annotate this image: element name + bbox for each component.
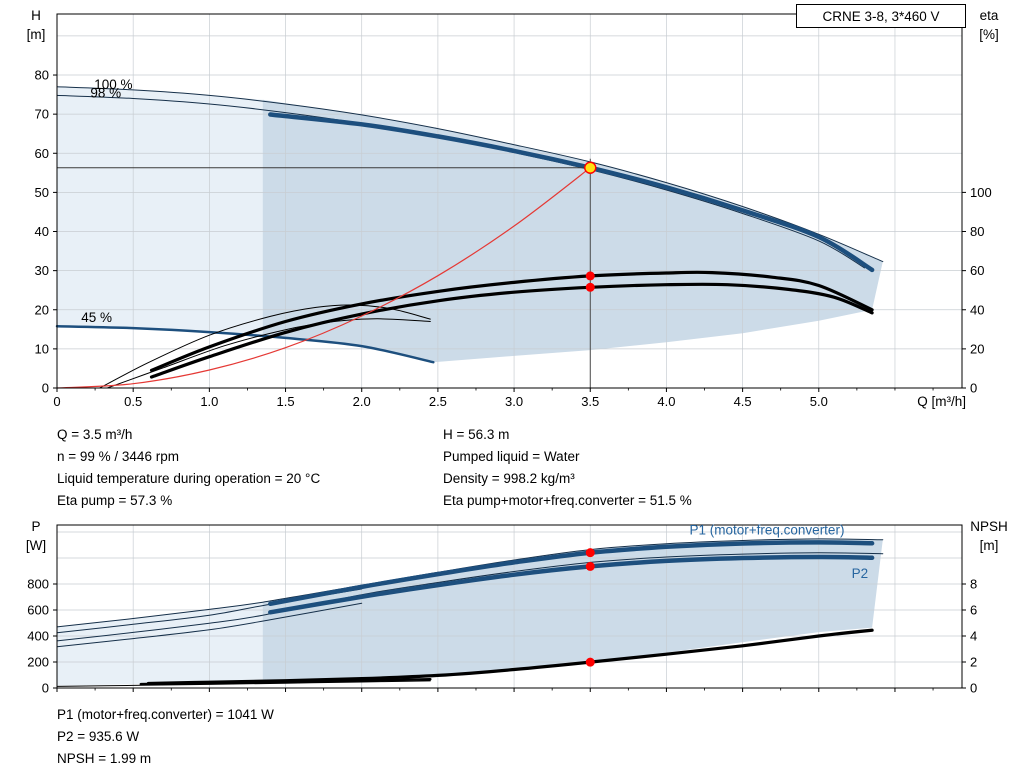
y-axis-title-right: [m] — [980, 538, 999, 553]
hq-chart: 0 0.5 1.0 1.5 2.0 2.5 3.0 3.5 4.0 4.5 5.0 0 10 20 30 40… — [27, 8, 999, 409]
y-axis-title-left: H — [31, 8, 41, 23]
power-npsh-chart: 0 200 400 600 800 0 2 4 6 8 P [W] NPSH [m] P1 (motor+f… — [26, 519, 1008, 696]
power-data-block: P1 (motor+freq.converter) = 1041 W P2 = … — [57, 704, 274, 770]
tick-label-x: 3.5 — [581, 394, 599, 409]
pump-model-box: CRNE 3-8, 3*460 V — [796, 4, 966, 28]
tick-label-y-left: 80 — [35, 68, 49, 83]
tick-label-x: 1.0 — [200, 394, 218, 409]
tick-label-y-right: 80 — [970, 224, 984, 239]
tick-label-x: 1.5 — [276, 394, 294, 409]
label-speed-45: 45 % — [81, 310, 112, 325]
tick-label-y-left: 30 — [35, 263, 49, 278]
tick-label-x: 0.5 — [124, 394, 142, 409]
info-flow: Q = 3.5 m³/h — [57, 427, 133, 442]
tick-label-y-left: 800 — [27, 577, 49, 592]
info-pumped-liquid: Pumped liquid = Water — [443, 449, 580, 464]
tick-label-y-right: 20 — [970, 341, 984, 356]
eta-pump-curve — [149, 270, 874, 372]
tick-label-y-left: 20 — [35, 302, 49, 317]
label-speed-100: 100 % — [94, 77, 132, 92]
y-axis-title-left: [m] — [27, 27, 46, 42]
tick-label-x: 0 — [53, 394, 60, 409]
tick-label-x: 5.0 — [810, 394, 828, 409]
tick-label-x: 2.5 — [429, 394, 447, 409]
tick-label-y-right: 100 — [970, 185, 992, 200]
tick-label-x: 4.0 — [657, 394, 675, 409]
pump-curve-100pct — [56, 86, 884, 263]
tick-label-x: 2.0 — [353, 394, 371, 409]
x-axis-title: Q [m³/h] — [917, 394, 966, 409]
eta-total-curve — [149, 282, 874, 379]
label-speed-98: 98 % — [90, 86, 121, 101]
tick-label-y-right: 40 — [970, 302, 984, 317]
power-envelope-left — [57, 602, 263, 686]
tick-label-y-left: 200 — [27, 655, 49, 670]
tick-label-x: 3.0 — [505, 394, 523, 409]
hq-plot-border — [56, 13, 963, 389]
tick-label-y-left: 40 — [35, 224, 49, 239]
tick-label-y-right: 6 — [970, 603, 977, 618]
info-p1: P1 (motor+freq.converter) = 1041 W — [57, 707, 274, 722]
pump-model-label: CRNE 3-8, 3*460 V — [822, 8, 940, 24]
tick-label-y-left: 10 — [35, 341, 49, 356]
p1-point — [585, 548, 595, 558]
info-eta-pump: Eta pump = 57.3 % — [57, 493, 173, 508]
info-npsh: NPSH = 1.99 m — [57, 751, 152, 766]
npsh-point — [585, 657, 595, 667]
tick-label-y-left: 0 — [42, 681, 49, 696]
tick-label-y-left: 50 — [35, 185, 49, 200]
tick-label-y-right: 0 — [970, 681, 977, 696]
info-speed: n = 99 % / 3446 rpm — [57, 449, 179, 464]
tick-label-y-left: 600 — [27, 603, 49, 618]
info-head: H = 56.3 m — [443, 427, 510, 442]
tick-label-y-left: 0 — [42, 381, 49, 396]
info-density: Density = 998.2 kg/m³ — [443, 471, 575, 486]
label-p1: P1 (motor+freq.converter) — [690, 523, 845, 538]
label-p2: P2 — [852, 566, 869, 581]
npsh-curve — [146, 628, 874, 686]
operating-data-right: H = 56.3 m Pumped liquid = Water Density… — [443, 424, 692, 512]
tick-label-y-left: 70 — [35, 107, 49, 122]
operating-envelope-left — [57, 86, 263, 337]
y-axis-title-left: [W] — [26, 538, 46, 553]
p2-curve-100pct — [56, 552, 884, 642]
tick-label-y-right: 2 — [970, 655, 977, 670]
eta-pump-point — [585, 271, 595, 281]
tick-label-y-right: 8 — [970, 577, 977, 592]
operating-point — [584, 161, 597, 174]
info-liquid-temperature: Liquid temperature during operation = 20… — [57, 471, 321, 486]
info-p2: P2 = 935.6 W — [57, 729, 140, 744]
eta-curve-reduced-speed-b — [106, 318, 431, 389]
tick-label-y-right: 60 — [970, 263, 984, 278]
operating-envelope-main — [262, 99, 883, 363]
y-axis-title-right: NPSH — [970, 519, 1008, 534]
eta-total-point — [585, 282, 595, 292]
y-axis-title-right: eta — [980, 8, 999, 23]
p2-point — [585, 561, 595, 571]
tick-label-y-right: 0 — [970, 381, 977, 396]
tick-label-y-left: 400 — [27, 629, 49, 644]
info-eta-total: Eta pump+motor+freq.converter = 51.5 % — [443, 493, 692, 508]
y-axis-title-right: [%] — [979, 27, 999, 42]
tick-label-y-right: 4 — [970, 629, 977, 644]
power-npsh-plot-border — [56, 524, 963, 689]
y-axis-title-left: P — [31, 519, 40, 534]
operating-data-left: Q = 3.5 m³/h n = 99 % / 3446 rpm Liquid … — [57, 424, 320, 512]
control-curve — [56, 167, 591, 389]
tick-label-y-left: 60 — [35, 146, 49, 161]
tick-label-x: 4.5 — [734, 394, 752, 409]
npsh-curve-thin — [56, 680, 431, 687]
p2-curve-98pct — [56, 602, 363, 648]
